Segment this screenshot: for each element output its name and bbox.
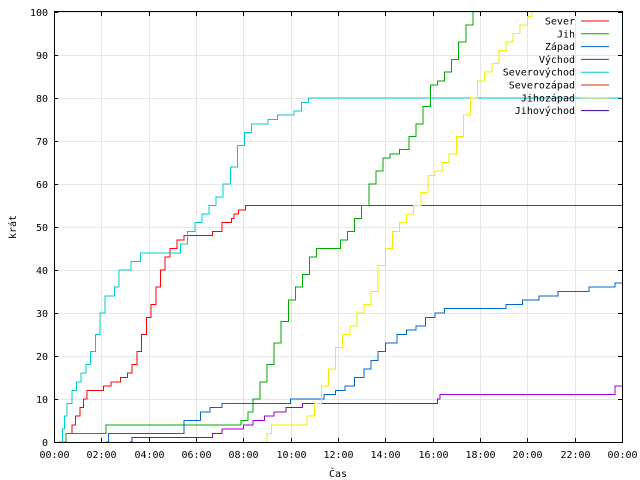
y-tick-label: 20 [36, 352, 48, 363]
y-tick-label: 100 [30, 8, 48, 19]
x-tick-label: 12:00 [323, 450, 353, 461]
x-tick-label: 00:00 [607, 450, 637, 461]
x-tick-label: 22:00 [560, 450, 590, 461]
y-tick-label: 10 [36, 395, 48, 406]
legend-label: Jih [557, 29, 575, 40]
x-tick-label: 04:00 [134, 450, 164, 461]
series-line [58, 97, 622, 443]
x-tick-label: 02:00 [86, 450, 116, 461]
y-tick-label: 0 [42, 438, 48, 449]
y-tick-label: 60 [36, 180, 48, 191]
legend: SeverJihZápadVýchodSeverovýchodSeverozáp… [503, 17, 609, 117]
y-tick-label: 50 [36, 223, 48, 234]
legend-label: Západ [545, 41, 575, 53]
tick-layer: 0 10 20 30 40 50 60 70 80 90 100 00:00 02:00 04:00 06:… [30, 8, 638, 461]
legend-label: Sever [545, 17, 575, 28]
y-axis-label: krát [7, 215, 19, 239]
y-tick-label: 40 [36, 266, 48, 277]
plot-frame [54, 11, 623, 443]
legend-label: Severovýchod [503, 67, 575, 79]
x-tick-label: 18:00 [465, 450, 495, 461]
series-line [262, 12, 533, 443]
series-layer [58, 12, 622, 443]
legend-label: Východ [539, 54, 575, 66]
x-tick-label: 00:00 [39, 450, 69, 461]
x-tick-label: 16:00 [418, 450, 448, 461]
series-line [63, 12, 474, 443]
y-tick-label: 90 [36, 51, 48, 62]
series-line [106, 282, 622, 443]
y-tick-label: 70 [36, 137, 48, 148]
x-tick-label: 14:00 [370, 450, 400, 461]
y-tick-label: 30 [36, 309, 48, 320]
legend-label: Jihovýchod [515, 105, 575, 117]
x-tick-label: 20:00 [512, 450, 542, 461]
legend-label: Jihozápad [521, 92, 575, 104]
x-axis-label: Čas [329, 467, 347, 480]
series-line [129, 385, 622, 443]
x-tick-label: 06:00 [181, 450, 211, 461]
x-tick-label: 08:00 [228, 450, 258, 461]
y-tick-label: 80 [36, 94, 48, 105]
x-tick-label: 10:00 [276, 450, 306, 461]
legend-label: Severozápad [509, 80, 575, 92]
series-line [64, 205, 622, 443]
